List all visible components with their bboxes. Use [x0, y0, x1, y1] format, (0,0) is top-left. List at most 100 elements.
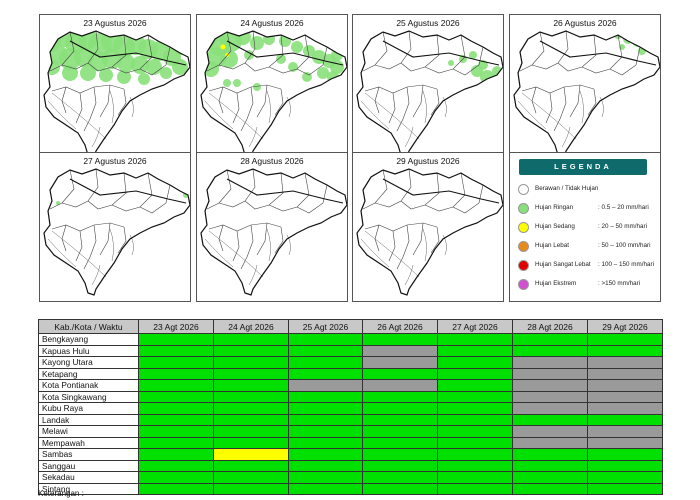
forecast-cell [213, 356, 289, 369]
moderate-rain-area [220, 44, 226, 50]
map-date-label: 27 Agustus 2026 [83, 156, 147, 166]
forecast-map-day-7: 29 Agustus 2026 [352, 152, 504, 302]
light-rain-area [138, 73, 150, 85]
light-rain-area [233, 79, 241, 87]
light-rain-area [99, 68, 113, 82]
footnote: Keterangan : [38, 489, 84, 498]
forecast-cell [138, 436, 214, 449]
forecast-cell [587, 356, 663, 369]
region-name: Kapuas Hulu [38, 344, 139, 357]
forecast-cell [437, 482, 513, 495]
kalbar-map [356, 30, 503, 158]
table-row: Sintang [38, 482, 663, 495]
light-rain-area [250, 36, 264, 50]
forecast-cell [437, 333, 513, 346]
forecast-cell [587, 471, 663, 484]
region-name: Kota Singkawang [38, 390, 139, 403]
light-rain-area [489, 75, 501, 87]
forecast-cell [362, 459, 438, 472]
forecast-cell [138, 379, 214, 392]
table-header-date: 23 Agt 2026 [138, 319, 214, 334]
region-name: Landak [38, 413, 139, 426]
forecast-cell [437, 390, 513, 403]
forecast-cell [362, 356, 438, 369]
forecast-cell [512, 367, 588, 380]
legend-item: Hujan Sedang: 20 – 50 mm/hari [518, 221, 660, 235]
table-header-region: Kab./Kota / Waktu [38, 319, 139, 334]
light-rain-area [223, 79, 231, 87]
light-rain-area [448, 60, 454, 66]
forecast-cell [213, 436, 289, 449]
legend-item: Hujan Lebat: 50 – 100 mm/hari [518, 240, 660, 254]
forecast-cell [288, 436, 363, 449]
kalbar-map [200, 30, 347, 158]
table-row: Melawi [38, 425, 663, 438]
forecast-cell [512, 390, 588, 403]
forecast-cell [437, 356, 513, 369]
forecast-cell [213, 448, 289, 461]
light-rain-area [131, 56, 149, 74]
forecast-cell [362, 379, 438, 392]
table-row: Bengkayang [38, 333, 663, 346]
legend-title: LEGENDA [519, 159, 647, 175]
forecast-cell [437, 413, 513, 426]
forecast-cell [512, 448, 588, 461]
forecast-cell [362, 367, 438, 380]
forecast-cell [213, 482, 289, 495]
legend-label: Hujan Sedang [535, 223, 575, 230]
kalbar-map [356, 168, 503, 296]
table-header-date: 28 Agt 2026 [512, 319, 588, 334]
forecast-cell [512, 482, 588, 495]
forecast-cell [587, 367, 663, 380]
forecast-cell [288, 482, 363, 495]
forecast-cell [288, 425, 363, 438]
light-rain-area [303, 45, 315, 57]
table-row: Kota Pontianak [38, 379, 663, 392]
forecast-cell [138, 459, 214, 472]
forecast-cell [437, 448, 513, 461]
table-row: Sanggau [38, 459, 663, 472]
forecast-cell [512, 413, 588, 426]
forecast-cell [587, 436, 663, 449]
forecast-cell [138, 367, 214, 380]
table-header-date: 27 Agt 2026 [437, 319, 513, 334]
table-row: Mempawah [38, 436, 663, 449]
forecast-cell [288, 413, 363, 426]
light-rain-area [220, 50, 238, 68]
forecast-cell [362, 344, 438, 357]
light-rain-area [651, 40, 660, 50]
region-name: Melawi [38, 425, 139, 438]
table-header-date: 24 Agt 2026 [213, 319, 289, 334]
light-rain-area [102, 49, 122, 69]
kalbar-map [43, 168, 190, 296]
forecast-cell [288, 379, 363, 392]
legend-label: Hujan Sangat Lebat [535, 261, 591, 268]
forecast-cell [587, 379, 663, 392]
legend-label: Hujan Ringan [535, 204, 574, 211]
forecast-cell [213, 344, 289, 357]
map-date-label: 26 Agustus 2026 [553, 18, 617, 28]
light-rain-area [56, 201, 60, 205]
table-header-date: 29 Agt 2026 [587, 319, 663, 334]
light-rain-area [44, 31, 56, 37]
forecast-cell [138, 390, 214, 403]
forecast-cell [587, 333, 663, 346]
forecast-cell [213, 471, 289, 484]
forecast-cell [138, 425, 214, 438]
forecast-cell [213, 413, 289, 426]
table-row: Ketapang [38, 367, 663, 380]
forecast-cell [288, 333, 363, 346]
forecast-cell [138, 356, 214, 369]
region-name: Sambas [38, 448, 139, 461]
light-rain-area [62, 65, 78, 81]
forecast-cell [437, 367, 513, 380]
region-name: Sanggau [38, 459, 139, 472]
forecast-map-day-4: 26 Agustus 2026 [509, 14, 661, 164]
legend-panel: LEGENDA Berawan / Tidak Hujan Hujan Ringa… [509, 152, 661, 302]
forecast-cell [587, 390, 663, 403]
forecast-cell [213, 425, 289, 438]
forecast-cell [288, 344, 363, 357]
forecast-map-day-6: 28 Agustus 2026 [196, 152, 348, 302]
legend-range: : 50 – 100 mm/hari [598, 242, 651, 249]
legend-color-swatch [518, 184, 529, 195]
